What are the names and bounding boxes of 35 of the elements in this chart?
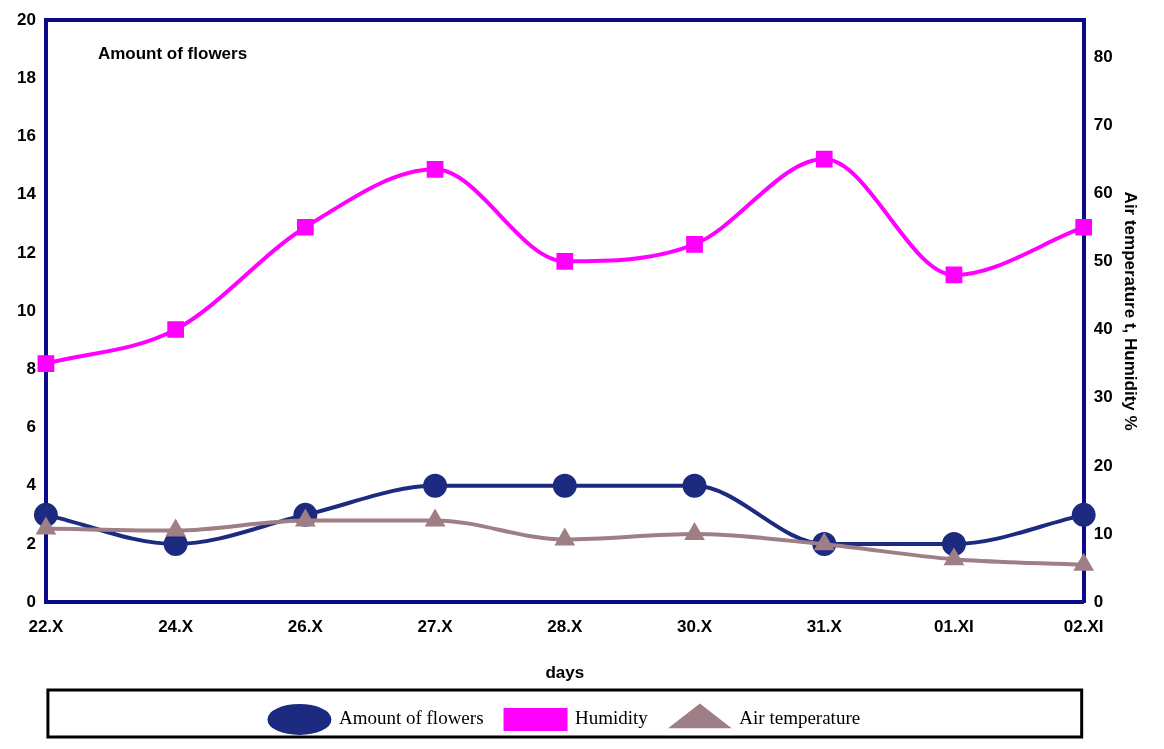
x-tick-label: 31.X [806,617,843,637]
legend-label: Air temperature [739,707,861,729]
x-tick-label: 26.X [287,617,324,637]
y2-tick-label: 70 [1093,114,1113,134]
x-tick-label: 24.X [158,617,194,637]
y2-tick-label: 30 [1093,387,1113,407]
x-tick-label: 28.X [547,617,583,637]
y-tick-label: 2 [26,533,36,553]
legend-label: Humidity [575,707,649,729]
y-tick-label: 0 [26,591,36,611]
y2-tick-label: 10 [1093,523,1113,543]
y2-tick-label: 40 [1093,319,1113,339]
x-tick-label: 27.X [417,617,454,637]
y2-tick-label: 60 [1093,182,1113,202]
y-tick-label: 4 [26,475,37,495]
annotation: Amount of flowers [97,44,248,64]
x-axis-title: days [545,663,585,683]
y2-axis-title: Air temperature t, Humidity % [1121,191,1141,431]
x-tick-label: 02.XI [1063,617,1104,637]
y2-tick-label: 80 [1093,46,1113,66]
y-tick-label: 6 [26,417,36,437]
y-tick-label: 12 [16,242,36,262]
y-tick-label: 14 [16,184,37,204]
y-tick-label: 20 [16,9,36,29]
y-tick-label: 10 [16,300,36,320]
x-tick-label: 01.XI [934,617,974,637]
y-tick-label: 18 [16,67,36,87]
y2-tick-label: 20 [1093,455,1113,475]
y2-tick-label: 0 [1093,591,1104,611]
y-tick-label: 16 [16,126,36,146]
y2-tick-label: 50 [1093,251,1113,271]
legend-label: Amount of flowers [338,707,484,729]
y-tick-label: 8 [26,359,36,379]
x-tick-label: 22.X [28,617,65,637]
x-tick-label: 30.X [677,617,713,637]
